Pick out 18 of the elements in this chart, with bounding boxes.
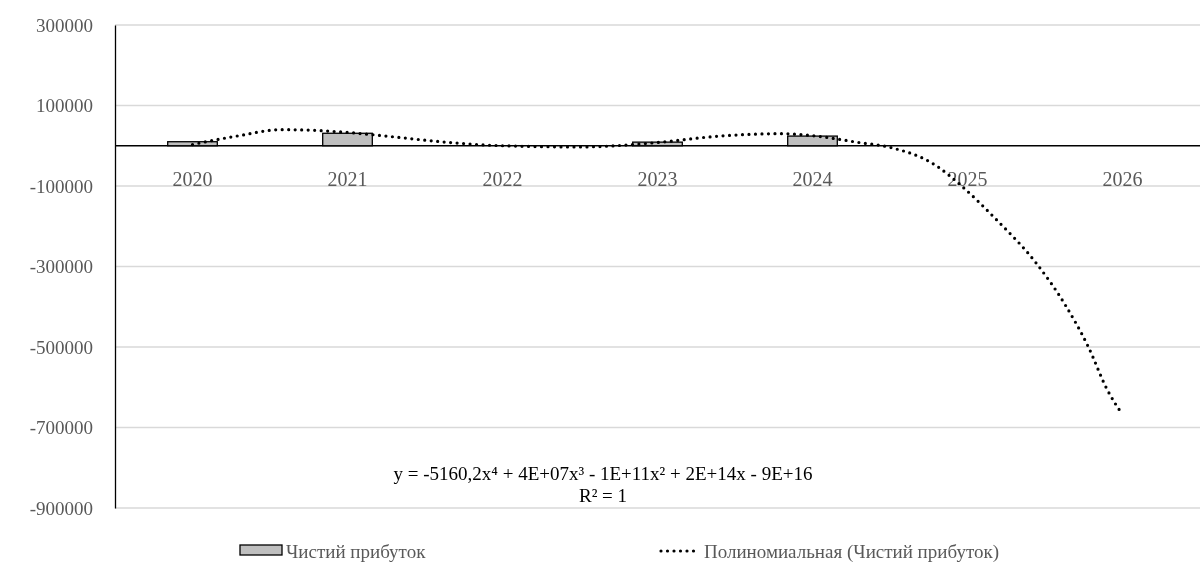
legend-label: Полиномиальная (Чистий прибуток) bbox=[704, 541, 1000, 563]
x-tick-label: 2023 bbox=[637, 167, 678, 190]
x-tick-label: 2024 bbox=[792, 167, 833, 190]
x-tick-label: 2026 bbox=[1102, 167, 1143, 190]
x-tick-label: 2025 bbox=[947, 167, 988, 190]
x-tick-label: 2020 bbox=[172, 167, 213, 190]
y-tick-label: -100000 bbox=[29, 175, 93, 197]
y-tick-label: 100000 bbox=[36, 95, 93, 117]
annotation: R² = 1 bbox=[578, 485, 628, 506]
y-tick-label: 300000 bbox=[36, 14, 93, 36]
y-tick-label: -300000 bbox=[29, 256, 93, 278]
x-tick-label: 2022 bbox=[482, 167, 523, 190]
legend-label: Чистий прибуток bbox=[286, 541, 427, 562]
y-tick-label: -500000 bbox=[29, 336, 93, 358]
x-tick-label: 2021 bbox=[327, 167, 368, 190]
y-tick-label: -900000 bbox=[29, 497, 93, 519]
y-tick-label: -700000 bbox=[29, 417, 93, 439]
annotation: y = -5160,2x⁴ + 4E+07x³ - 1E+11x² + 2E+14x - 9E+16 bbox=[393, 463, 813, 484]
